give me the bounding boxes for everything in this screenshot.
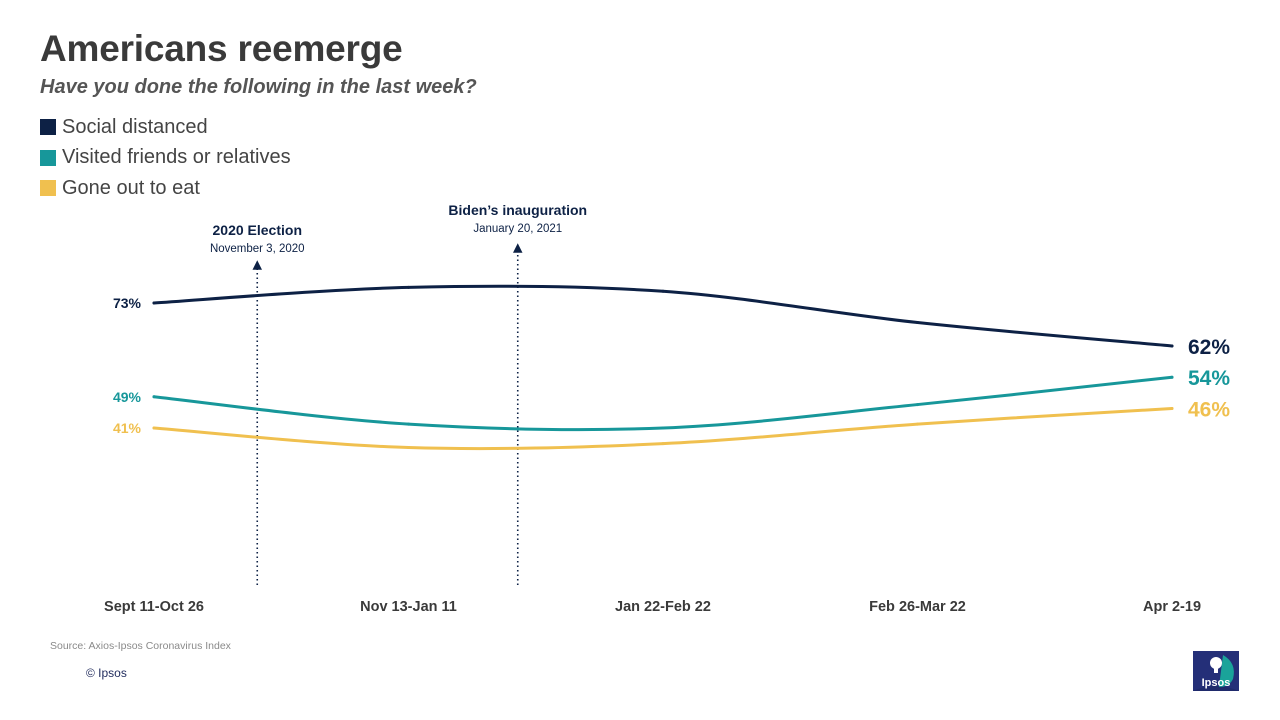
legend-item-social-distanced: Social distanced <box>40 112 291 143</box>
data-point-social-distanced-2 <box>661 289 665 293</box>
end-label-visited-friends-or-relatives: 54% <box>1188 367 1230 390</box>
chart-title: Americans reemerge <box>40 28 403 69</box>
annotation-title-biden-s-inauguration: Biden’s inauguration <box>448 202 587 218</box>
annotation-date-biden-s-inauguration: January 20, 2021 <box>473 223 562 235</box>
data-point-social-distanced-0 <box>152 301 156 305</box>
data-point-social-distanced-4 <box>1170 344 1174 348</box>
legend-swatch-social-distanced <box>40 119 56 136</box>
start-label-visited-friends-or-relatives: 49% <box>113 389 142 405</box>
data-point-gone-out-to-eat-3 <box>916 422 919 426</box>
data-point-visited-friends-or-relatives-4 <box>1170 375 1174 379</box>
copyright-text: © Ipsos <box>86 666 127 680</box>
logo-wordmark: Ipsos <box>1202 677 1231 689</box>
end-label-gone-out-to-eat: 46% <box>1188 398 1230 421</box>
data-point-gone-out-to-eat-4 <box>1170 406 1174 410</box>
chart-subtitle: Have you done the following in the last … <box>40 76 477 98</box>
data-point-visited-friends-or-relatives-2 <box>661 426 665 430</box>
x-tick-label-1: Nov 13-Jan 11 <box>360 599 457 615</box>
legend-item-gone-out-to-eat: Gone out to eat <box>40 173 291 204</box>
x-tick-label-2: Jan 22-Feb 22 <box>615 599 711 615</box>
annotation-date-2020-election: November 3, 2020 <box>210 243 305 255</box>
data-point-social-distanced-3 <box>916 321 919 325</box>
end-label-social-distanced: 62% <box>1188 336 1230 359</box>
x-axis: Sept 11-Oct 26 Nov 13-Jan 11 Jan 22-Feb 22… <box>104 599 1201 615</box>
x-tick-label-3: Feb 26-Mar 22 <box>869 599 966 615</box>
data-point-gone-out-to-eat-0 <box>152 426 156 430</box>
data-point-visited-friends-or-relatives-1 <box>407 422 410 426</box>
legend-label-visited-friends: Visited friends or relatives <box>62 146 291 169</box>
annotation-biden-s-inauguration: Biden’s inauguration January 20, 2021 <box>448 202 587 585</box>
data-point-gone-out-to-eat-2 <box>661 442 665 446</box>
value-label-layer: 73% 62% 49% 54% 41% 46% <box>113 295 1230 436</box>
data-point-gone-out-to-eat-1 <box>407 446 410 450</box>
legend-swatch-visited-friends <box>40 149 56 166</box>
annotation-layer: 2020 Election November 3, 2020 Biden’s ina… <box>210 202 587 585</box>
x-tick-label-0: Sept 11-Oct 26 <box>104 599 204 615</box>
series-line-social-distanced <box>152 284 1174 348</box>
annotation-2020-election: 2020 Election November 3, 2020 <box>210 222 305 585</box>
ipsos-logo: Ipsos <box>1193 651 1239 691</box>
legend-label-social-distanced: Social distanced <box>62 115 208 138</box>
legend: Social distanced Visited friends or rela… <box>40 112 291 204</box>
start-label-social-distanced: 73% <box>113 295 142 311</box>
data-point-visited-friends-or-relatives-3 <box>916 403 919 407</box>
x-tick-label-4: Apr 2-19 <box>1143 599 1201 615</box>
source-note: Source: Axios-Ipsos Coronavirus Index <box>50 640 231 652</box>
series-line-visited-friends-or-relatives <box>152 375 1174 432</box>
legend-item-visited-friends: Visited friends or relatives <box>40 143 291 174</box>
legend-swatch-gone-out-to-eat <box>40 180 56 197</box>
data-point-social-distanced-1 <box>407 285 410 289</box>
start-label-gone-out-to-eat: 41% <box>113 420 142 436</box>
legend-label-gone-out-to-eat: Gone out to eat <box>62 176 200 199</box>
series-layer <box>152 284 1174 451</box>
annotation-title-2020-election: 2020 Election <box>213 222 303 238</box>
data-point-visited-friends-or-relatives-0 <box>152 395 156 399</box>
